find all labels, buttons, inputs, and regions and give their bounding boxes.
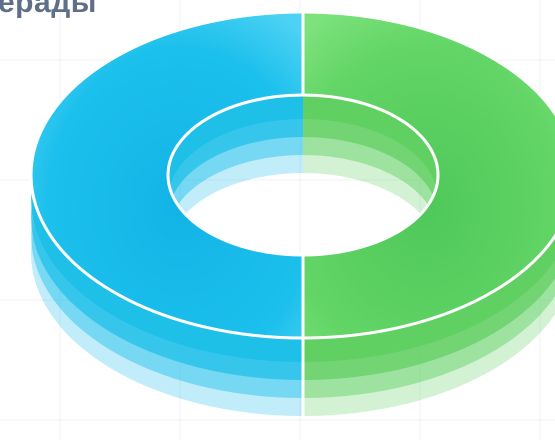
pie-slice-green: [303, 12, 555, 338]
chart-title: ерады: [0, 0, 97, 19]
